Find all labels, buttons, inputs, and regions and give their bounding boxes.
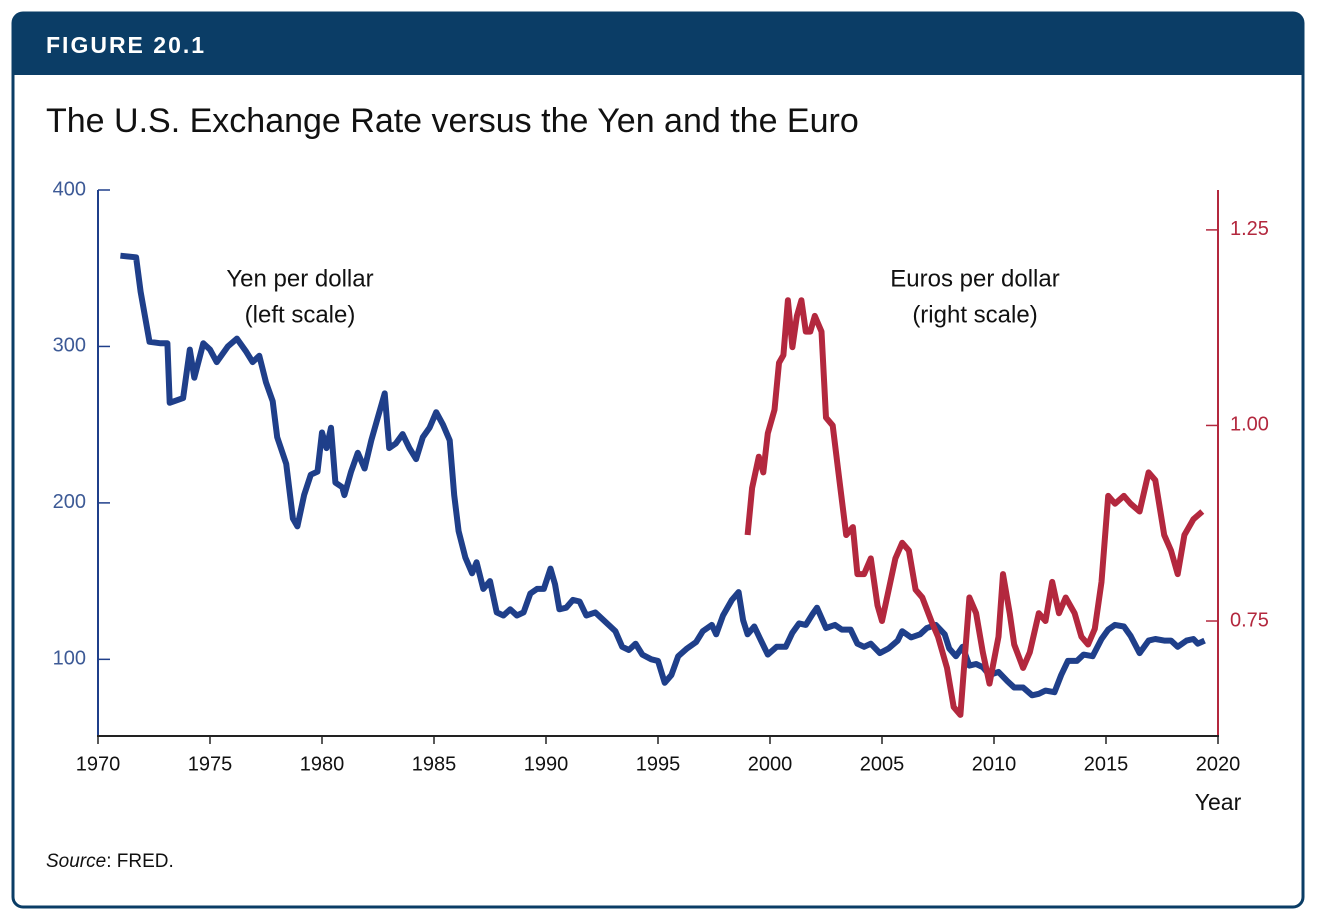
series-line	[744, 297, 1205, 718]
x-tick-label: 1990	[524, 753, 569, 775]
chart-title: The U.S. Exchange Rate versus the Yen an…	[46, 102, 859, 140]
x-tick-label: 2000	[748, 753, 793, 775]
annotation: (right scale)	[912, 301, 1037, 328]
x-tick-label: 1975	[188, 753, 233, 775]
annotation: Euros per dollar	[890, 265, 1059, 292]
figure-label: FIGURE 20.1	[46, 32, 206, 58]
y2-tick-label: 0.75	[1230, 609, 1269, 631]
x-tick-label: 1985	[412, 753, 457, 775]
annotation: Yen per dollar	[226, 265, 373, 292]
x-axis-label: Year	[1195, 789, 1242, 815]
y-tick-label: 100	[53, 648, 86, 670]
x-tick-label: 2010	[972, 753, 1017, 775]
x-tick-label: 1970	[76, 753, 121, 775]
source-note: Source: FRED.	[46, 851, 174, 872]
y-tick-label: 300	[53, 335, 86, 357]
source-label: Source	[46, 851, 106, 872]
y-tick-label: 200	[53, 491, 86, 513]
y-tick-label: 400	[53, 178, 86, 200]
series-line	[120, 252, 1206, 699]
x-tick-label: 1995	[636, 753, 681, 775]
x-tick-label: 2020	[1196, 753, 1241, 775]
source-text: : FRED.	[106, 851, 174, 872]
x-tick-label: 2005	[860, 753, 905, 775]
header-bar	[13, 13, 1303, 75]
annotation: (left scale)	[245, 301, 356, 328]
y2-tick-label: 1.00	[1230, 414, 1269, 436]
x-tick-label: 1980	[300, 753, 345, 775]
x-tick-label: 2015	[1084, 753, 1129, 775]
y2-tick-label: 1.25	[1230, 218, 1269, 240]
